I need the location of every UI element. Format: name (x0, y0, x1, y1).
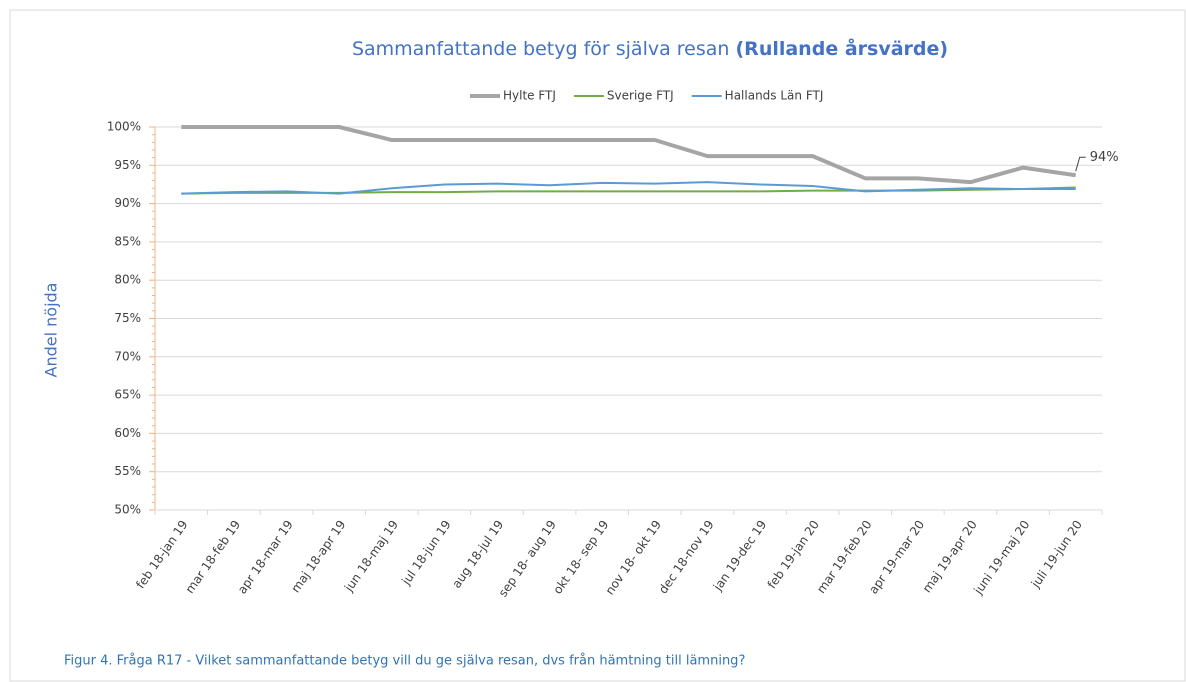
y-tick-label: 60% (114, 426, 141, 440)
legend-label: Hylte FTJ (503, 89, 556, 103)
legend-label: Sverige FTJ (607, 89, 674, 103)
chart-title: Sammanfattande betyg för själva resan (R… (352, 36, 948, 60)
y-tick-label: 90% (114, 196, 141, 210)
y-tick-label: 50% (114, 503, 141, 517)
series-line (181, 125, 1076, 185)
title-main: Sammanfattande betyg för själva resan (352, 38, 730, 60)
y-tick-label: 75% (114, 311, 141, 325)
y-tick-label: 70% (114, 349, 141, 363)
label-leader (1075, 156, 1086, 172)
y-tick-label: 65% (114, 388, 141, 402)
chart-frame (9, 9, 1186, 682)
series-line (181, 181, 1076, 195)
y-tick-label: 80% (114, 273, 141, 287)
legend-label: Hallands Län FTJ (725, 89, 824, 103)
y-tick-label: 85% (114, 234, 141, 248)
y-tick-label: 100% (107, 120, 141, 134)
y-tick-label: 95% (114, 158, 141, 172)
y-tick-label: 55% (114, 464, 141, 478)
data-label: 94% (1090, 150, 1119, 165)
caption: Figur 4. Fråga R17 - Vilket sammanfattan… (64, 654, 745, 669)
y-axis-label: Andel nöjda (42, 283, 61, 378)
title-emphasis: (Rullande årsvärde) (736, 36, 949, 60)
